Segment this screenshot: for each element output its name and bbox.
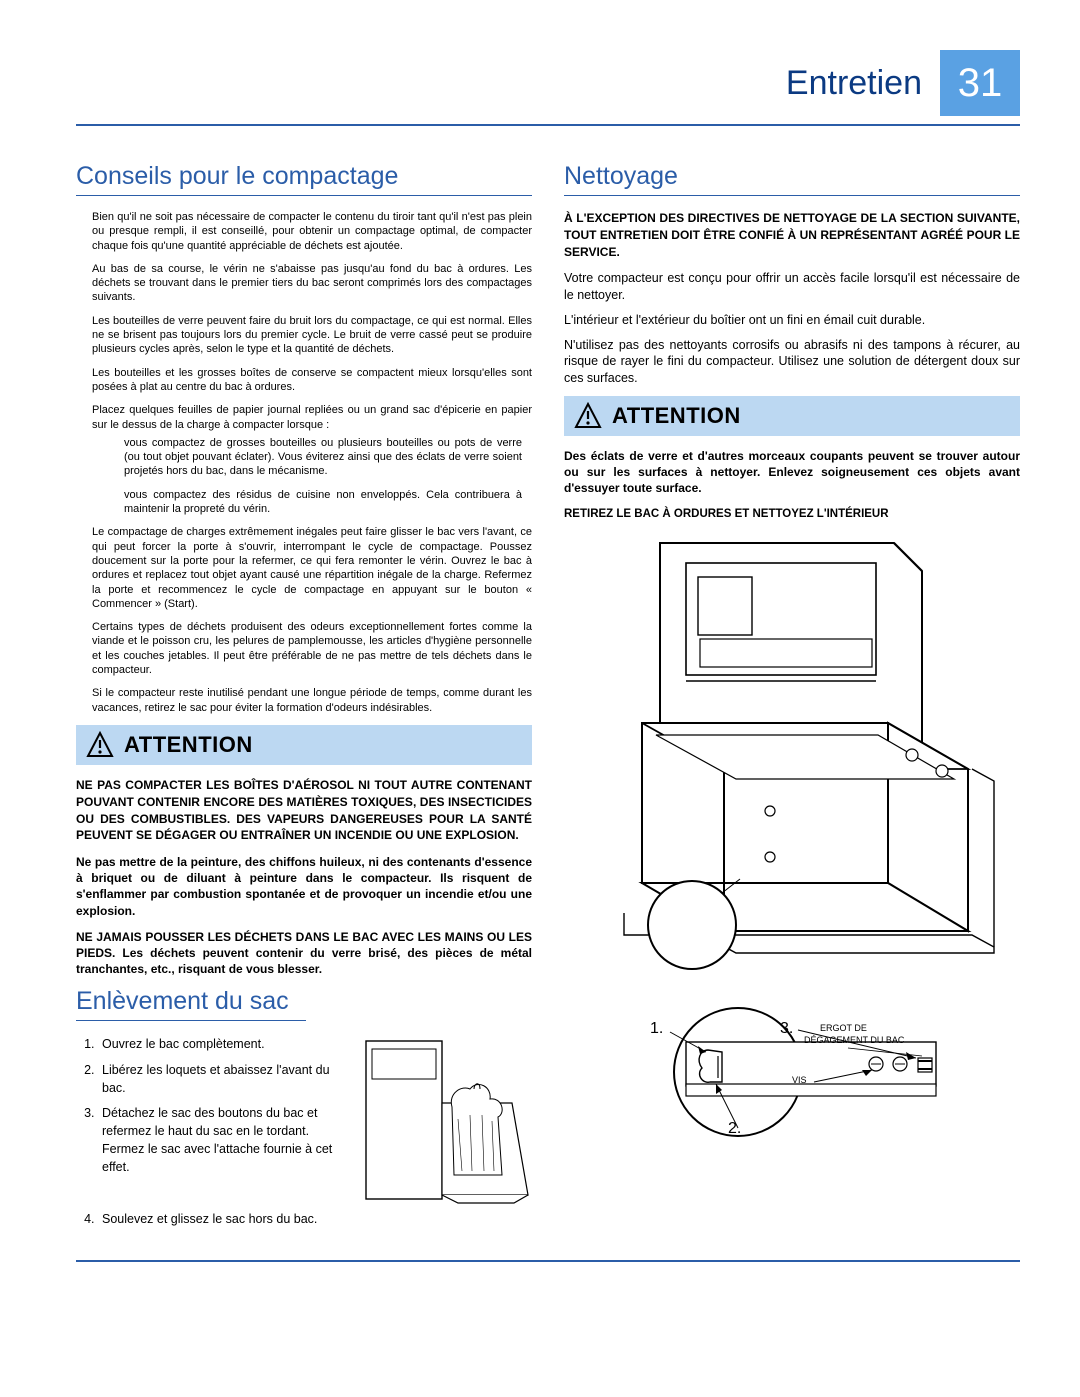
warning-icon [574,402,602,430]
subheading: RETIREZ LE BAC À ORDURES ET NETTOYEZ L'I… [564,506,1020,522]
warning-icon [86,731,114,759]
header-rule [76,124,1020,126]
warning-text: Ne pas mettre de la peinture, des chiffo… [76,854,532,919]
para: Placez quelques feuilles de papier journ… [92,403,532,432]
attention-label: ATTENTION [612,403,741,429]
intro-bold: À L'EXCEPTION DES DIRECTIVES DE NETTOYAG… [564,210,1020,260]
para: N'utilisez pas des nettoyants corrosifs … [564,337,1020,386]
heading-compactage: Conseils pour le compactage [76,162,532,196]
header-title: Entretien [76,50,940,116]
callout-num: 1. [650,1020,663,1038]
sub-para: vous compactez des résidus de cuisine no… [124,488,522,517]
callout-label: VIS [792,1076,807,1086]
para: Le compactage de charges extrêmement iné… [92,525,532,611]
step-item: Ouvrez le bac complètement. [98,1035,352,1053]
warning-text: Des éclats de verre et d'autres morceaux… [564,448,1020,497]
sub-para: vous compactez de grosses bouteilles ou … [124,436,522,479]
para: Votre compacteur est conçu pour offrir u… [564,270,1020,303]
para: Les bouteilles et les grosses boîtes de … [92,366,532,395]
step-item: Soulevez et glissez le sac hors du bac. [98,1210,532,1228]
para: Au bas de sa course, le vérin ne s'abais… [92,262,532,305]
attention-box: ATTENTION [564,396,1020,436]
right-column: Nettoyage À L'EXCEPTION DES DIRECTIVES D… [564,162,1020,1236]
step-item: Détachez le sac des boutons du bac et re… [98,1104,352,1177]
left-column: Conseils pour le compactage Bien qu'il n… [76,162,532,1236]
warning-text: NE PAS COMPACTER LES BOÎTES D'AÉROSOL NI… [76,777,532,844]
page-number: 31 [940,50,1020,116]
callout-num: 2. [728,1120,741,1138]
callout-num: 3. [780,1020,793,1038]
para: Les bouteilles de verre peuvent faire du… [92,314,532,357]
para: L'intérieur et l'extérieur du boîtier on… [564,312,1020,328]
attention-box: ATTENTION [76,725,532,765]
bag-removal-figure [362,1035,532,1210]
para: Bien qu'il ne soit pas nécessaire de com… [92,210,532,253]
heading-enlevement: Enlèvement du sac [76,987,306,1021]
bag-steps: Ouvrez le bac complètement. Libérez les … [76,1035,352,1183]
heading-nettoyage: Nettoyage [564,162,1020,196]
attention-label: ATTENTION [124,732,253,758]
page-header: Entretien 31 [76,50,1020,116]
para: Si le compacteur reste inutilisé pendant… [92,686,532,715]
para: Certains types de déchets produisent des… [92,620,532,677]
warning-text: NE JAMAIS POUSSER LES DÉCHETS DANS LE BA… [76,929,532,978]
callout-label: ERGOT DE [820,1024,867,1034]
footer-rule [76,1260,1020,1262]
callout-label: DÉGAGEMENT DU BAC [804,1036,904,1046]
detail-figure: 1. 3. 2. ERGOT DE DÉGAGEMENT DU BAC VIS [588,1002,1020,1157]
compactor-figure [564,533,1020,1038]
step-item: Libérez les loquets et abaissez l'avant … [98,1061,352,1097]
